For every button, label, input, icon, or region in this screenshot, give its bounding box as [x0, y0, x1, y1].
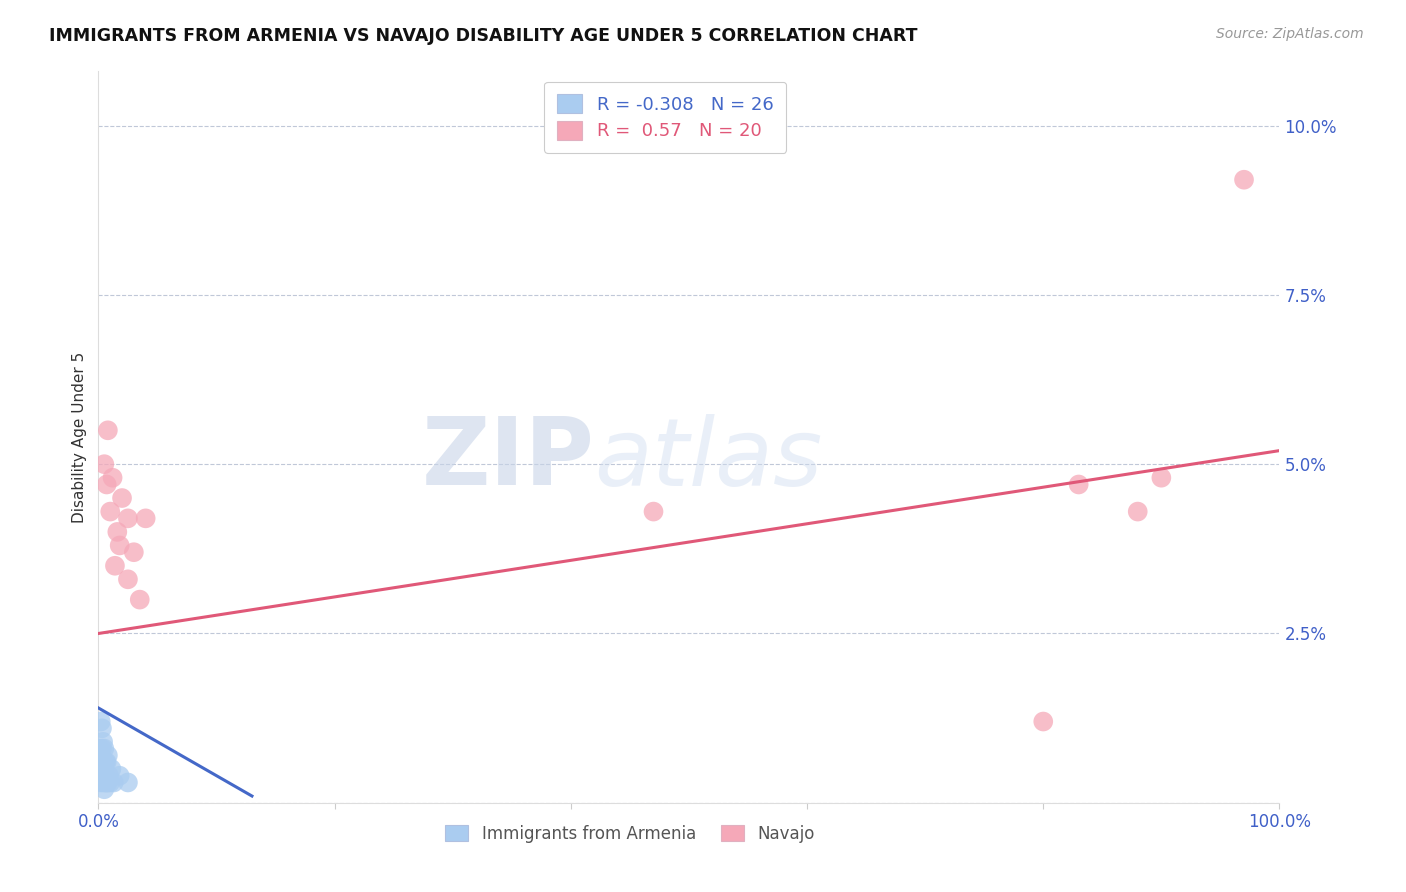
Point [111, 491, 134, 505]
Point [1032, 714, 1054, 729]
Point [1233, 172, 1256, 186]
Point [89, 762, 111, 776]
Text: Source: ZipAtlas.com: Source: ZipAtlas.com [1216, 27, 1364, 41]
Point [117, 572, 139, 586]
Point [90, 748, 112, 763]
Point [97, 748, 120, 763]
Y-axis label: Disability Age Under 5: Disability Age Under 5 [72, 351, 87, 523]
Point [128, 592, 150, 607]
Point [89, 741, 111, 756]
Point [93, 782, 115, 797]
Point [1067, 477, 1090, 491]
Point [97, 423, 120, 437]
Point [98, 505, 121, 519]
Point [643, 505, 665, 519]
Point [93, 457, 115, 471]
Point [122, 545, 145, 559]
Point [117, 511, 139, 525]
Point [104, 558, 127, 573]
Point [96, 775, 118, 789]
Text: IMMIGRANTS FROM ARMENIA VS NAVAJO DISABILITY AGE UNDER 5 CORRELATION CHART: IMMIGRANTS FROM ARMENIA VS NAVAJO DISABI… [49, 27, 918, 45]
Point [1150, 471, 1173, 485]
Text: atlas: atlas [595, 414, 823, 505]
Point [93, 741, 115, 756]
Point [96, 755, 118, 769]
Point [101, 471, 124, 485]
Point [94, 755, 117, 769]
Point [91, 769, 114, 783]
Point [91, 741, 114, 756]
Point [98, 769, 121, 783]
Point [97, 775, 120, 789]
Point [91, 775, 114, 789]
Point [91, 735, 114, 749]
Point [117, 775, 139, 789]
Point [1126, 505, 1149, 519]
Legend: Immigrants from Armenia, Navajo: Immigrants from Armenia, Navajo [439, 818, 821, 849]
Point [103, 775, 125, 789]
Point [90, 714, 112, 729]
Point [108, 769, 131, 783]
Point [94, 775, 117, 789]
Text: ZIP: ZIP [422, 413, 595, 505]
Point [135, 511, 157, 525]
Point [90, 775, 112, 789]
Point [93, 762, 115, 776]
Point [91, 755, 114, 769]
Point [91, 721, 114, 735]
Point [96, 477, 118, 491]
Point [100, 762, 122, 776]
Point [98, 775, 121, 789]
Point [108, 538, 131, 552]
Point [105, 524, 128, 539]
